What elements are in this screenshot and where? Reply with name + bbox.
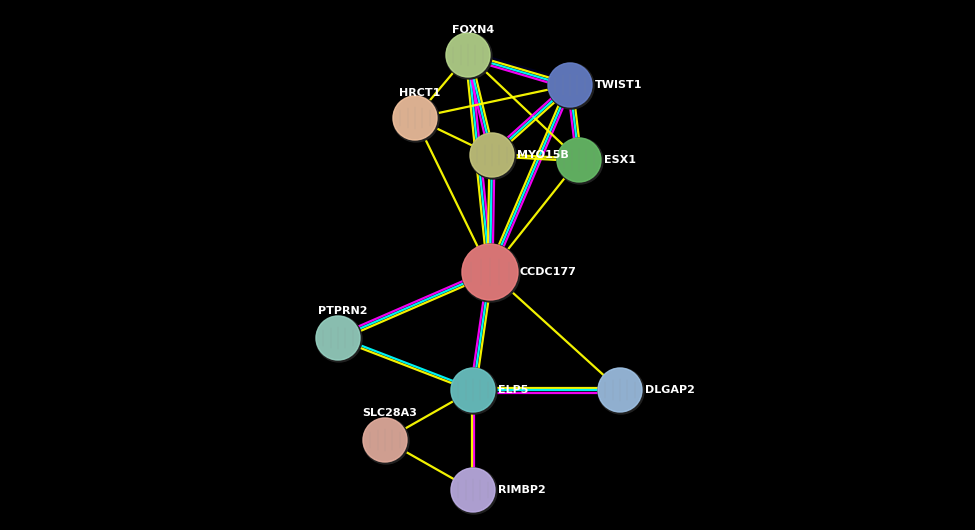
Text: HRCT1: HRCT1 — [400, 88, 441, 98]
Circle shape — [451, 468, 497, 514]
Circle shape — [548, 63, 592, 107]
Circle shape — [451, 468, 495, 512]
Circle shape — [316, 316, 362, 362]
Text: MYO15B: MYO15B — [517, 150, 568, 160]
Text: PTPRN2: PTPRN2 — [318, 306, 368, 316]
Circle shape — [598, 368, 642, 412]
Circle shape — [451, 368, 497, 414]
Circle shape — [446, 33, 490, 77]
Text: ESX1: ESX1 — [604, 155, 636, 165]
Circle shape — [363, 418, 409, 464]
Circle shape — [557, 138, 603, 184]
Circle shape — [470, 133, 514, 177]
Text: SLC28A3: SLC28A3 — [363, 408, 417, 418]
Circle shape — [316, 316, 360, 360]
Circle shape — [598, 368, 644, 414]
Text: CCDC177: CCDC177 — [520, 267, 577, 277]
Circle shape — [446, 33, 492, 79]
Text: FOXN4: FOXN4 — [451, 25, 494, 35]
Circle shape — [548, 63, 594, 109]
Text: DLGAP2: DLGAP2 — [645, 385, 695, 395]
Circle shape — [393, 96, 439, 142]
Text: ELP5: ELP5 — [498, 385, 528, 395]
Circle shape — [451, 368, 495, 412]
Text: TWIST1: TWIST1 — [595, 80, 643, 90]
Circle shape — [557, 138, 601, 182]
Circle shape — [393, 96, 437, 140]
Circle shape — [462, 244, 520, 302]
Circle shape — [462, 244, 518, 300]
Text: RIMBP2: RIMBP2 — [498, 485, 546, 495]
Circle shape — [470, 133, 516, 179]
Circle shape — [363, 418, 407, 462]
